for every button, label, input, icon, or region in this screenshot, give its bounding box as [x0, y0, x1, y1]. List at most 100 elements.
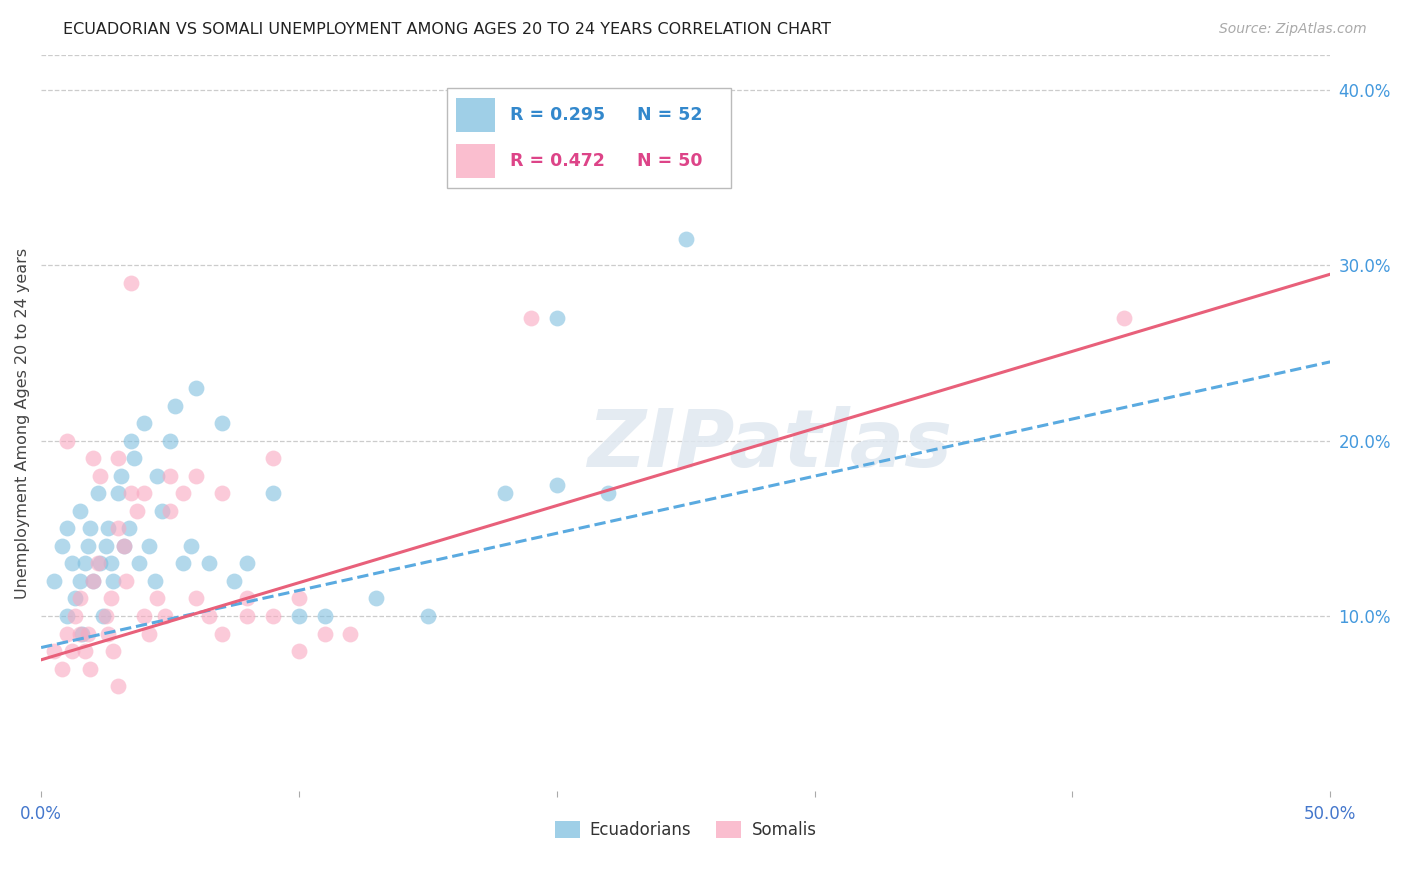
Legend: Ecuadorians, Somalis: Ecuadorians, Somalis [548, 814, 823, 846]
Point [122, 451, 145, 466]
Point [76, 539, 98, 553]
Point [82, 574, 104, 588]
Point [236, 591, 259, 606]
Point [138, 626, 160, 640]
Point [103, 644, 125, 658]
Point [56, 521, 79, 535]
Point [63, 609, 86, 624]
Point [76, 626, 98, 640]
Point [120, 486, 142, 500]
Point [82, 574, 104, 588]
Point [100, 557, 122, 571]
Point [125, 504, 148, 518]
Point [159, 434, 181, 448]
Point [128, 557, 150, 571]
Point [159, 468, 181, 483]
Point [69, 504, 91, 518]
Point [79, 521, 101, 535]
Point [107, 451, 129, 466]
Point [520, 153, 543, 168]
Point [115, 574, 138, 588]
Point [314, 626, 336, 640]
Point [184, 468, 207, 483]
Point [288, 591, 311, 606]
Point [97, 521, 120, 535]
Point [42, 574, 65, 588]
Point [56, 609, 79, 624]
Point [288, 644, 311, 658]
Point [87, 557, 110, 571]
Point [97, 626, 120, 640]
Point [598, 486, 620, 500]
Point [51, 662, 73, 676]
Point [224, 574, 246, 588]
Point [675, 232, 697, 246]
Point [73, 557, 96, 571]
Point [211, 626, 233, 640]
Point [159, 504, 181, 518]
Point [107, 521, 129, 535]
Point [172, 486, 194, 500]
Point [87, 486, 110, 500]
Point [138, 539, 160, 553]
Point [69, 626, 91, 640]
Point [82, 451, 104, 466]
Point [211, 416, 233, 430]
Point [42, 644, 65, 658]
Point [546, 477, 568, 491]
Text: ECUADORIAN VS SOMALI UNEMPLOYMENT AMONG AGES 20 TO 24 YEARS CORRELATION CHART: ECUADORIAN VS SOMALI UNEMPLOYMENT AMONG … [63, 22, 831, 37]
Point [143, 574, 166, 588]
Point [110, 468, 132, 483]
Point [107, 486, 129, 500]
Point [91, 609, 114, 624]
Point [236, 609, 259, 624]
Point [134, 609, 156, 624]
Point [72, 626, 94, 640]
Point [60, 644, 83, 658]
Point [69, 591, 91, 606]
Point [366, 591, 388, 606]
Point [89, 468, 111, 483]
Point [73, 644, 96, 658]
Point [112, 539, 135, 553]
Y-axis label: Unemployment Among Ages 20 to 24 years: Unemployment Among Ages 20 to 24 years [15, 248, 30, 599]
Text: ZIPatlas: ZIPatlas [586, 406, 952, 484]
Point [100, 591, 122, 606]
Point [262, 609, 284, 624]
Point [416, 609, 439, 624]
Text: Source: ZipAtlas.com: Source: ZipAtlas.com [1219, 22, 1367, 37]
Point [184, 381, 207, 395]
Point [94, 609, 117, 624]
Point [120, 434, 142, 448]
Point [184, 591, 207, 606]
Point [56, 626, 79, 640]
Point [112, 539, 135, 553]
Point [172, 557, 194, 571]
Point [150, 504, 173, 518]
Point [118, 521, 141, 535]
Point [197, 609, 219, 624]
Point [51, 539, 73, 553]
Point [314, 609, 336, 624]
Point [103, 574, 125, 588]
Point [494, 486, 516, 500]
Point [153, 609, 176, 624]
Point [63, 591, 86, 606]
Point [146, 591, 169, 606]
Point [546, 311, 568, 326]
Point [197, 557, 219, 571]
Point [180, 539, 202, 553]
Point [89, 557, 111, 571]
Point [1112, 311, 1135, 326]
Point [134, 416, 156, 430]
Point [262, 486, 284, 500]
Point [262, 451, 284, 466]
Point [134, 486, 156, 500]
Point [60, 557, 83, 571]
Point [94, 539, 117, 553]
Point [69, 574, 91, 588]
Point [56, 434, 79, 448]
Point [211, 486, 233, 500]
Point [146, 468, 169, 483]
Point [236, 557, 259, 571]
